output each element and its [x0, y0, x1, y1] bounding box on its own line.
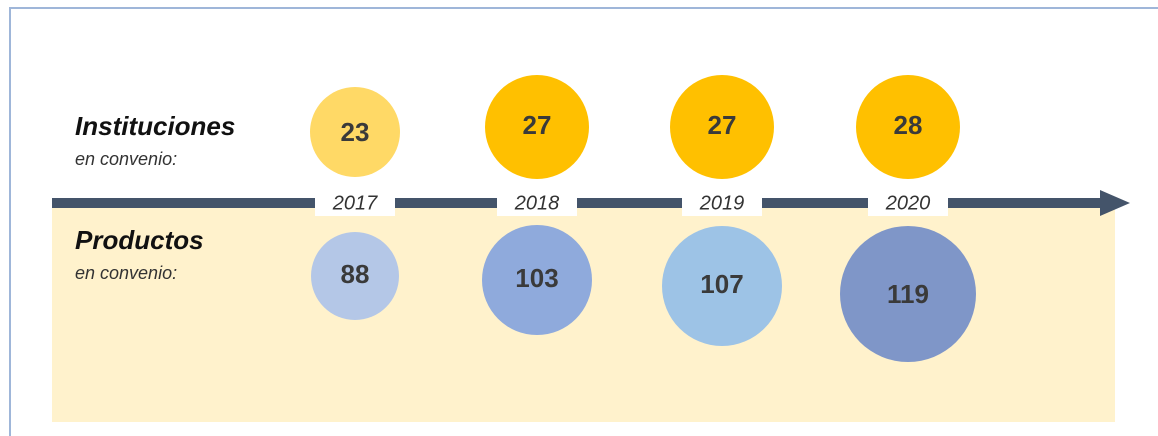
year-labels: 2017 2018 2019 2020	[315, 190, 948, 216]
year-bg	[497, 190, 577, 216]
row-subtitle: en convenio:	[75, 149, 177, 169]
bubble-value: 103	[515, 263, 558, 293]
year: 2020	[885, 192, 931, 214]
year: 2017	[332, 192, 378, 214]
year-bg	[868, 190, 948, 216]
bubble-value: 119	[887, 279, 929, 309]
row-title: Productos	[75, 225, 204, 255]
institution-bubbles: 23 27 27 28	[310, 75, 960, 179]
row-subtitle: en convenio:	[75, 263, 177, 283]
bubble	[840, 226, 976, 362]
timeline-arrow	[1100, 190, 1130, 216]
bubble-value: 107	[700, 269, 743, 299]
bubble	[670, 75, 774, 179]
bubble-value: 23	[341, 117, 370, 147]
year-bg	[682, 190, 762, 216]
year: 2019	[699, 192, 745, 214]
frame	[9, 7, 1158, 436]
bubble	[485, 75, 589, 179]
year: 2018	[514, 192, 560, 214]
bubble	[311, 232, 399, 320]
bubble	[662, 226, 782, 346]
bubble-value: 27	[523, 110, 552, 140]
bubble	[482, 225, 592, 335]
year-bg	[315, 190, 395, 216]
bubble-value: 27	[708, 110, 737, 140]
row-title: Instituciones	[75, 111, 235, 141]
bubble-value: 88	[341, 259, 370, 289]
product-bubbles: 88 103 107 119	[311, 225, 976, 362]
bubble	[310, 87, 400, 177]
timeline-bar	[52, 198, 1107, 208]
bubble	[856, 75, 960, 179]
bubble-value: 28	[894, 110, 923, 140]
